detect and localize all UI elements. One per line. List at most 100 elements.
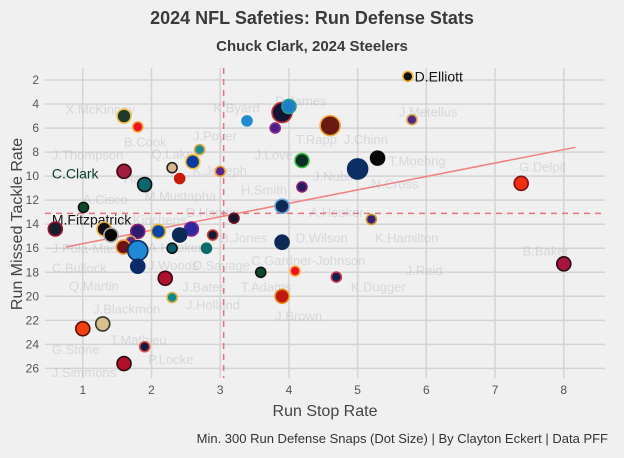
x-tick-label: 1 <box>79 383 86 397</box>
y-tick-label: 20 <box>26 289 40 303</box>
data-point <box>274 198 290 214</box>
data-point <box>94 316 111 332</box>
data-point <box>131 121 144 133</box>
point-label: B.Jones <box>220 230 267 245</box>
x-tick-label: 8 <box>560 383 567 397</box>
reference-lines <box>45 68 605 378</box>
data-point <box>150 223 167 240</box>
data-point <box>513 175 529 192</box>
y-tick-label: 10 <box>26 169 40 183</box>
data-point <box>166 161 178 174</box>
data-point <box>47 221 64 237</box>
data-point <box>406 113 418 126</box>
point-label: J.Blackmon <box>93 301 160 316</box>
point-label: C.Bullock <box>52 260 107 275</box>
point-label: J.Poyer <box>193 128 238 143</box>
data-point <box>555 256 572 272</box>
trend-line <box>65 146 576 248</box>
y-axis-label: Run Missed Tackle Rate <box>9 138 26 310</box>
data-point <box>241 115 253 127</box>
data-point <box>365 213 378 226</box>
point-label: T.Mathieu <box>110 333 166 348</box>
y-tick-label: 22 <box>26 313 40 327</box>
caption: Min. 300 Run Defense Snaps (Dot Size) | … <box>197 431 608 446</box>
point-label: J.Love <box>255 148 293 163</box>
data-point <box>401 70 414 83</box>
data-point <box>346 158 369 180</box>
data-point <box>173 172 186 185</box>
point-label: M.Fitzpatrick <box>52 211 132 227</box>
point-label: J.Chinn <box>344 132 388 147</box>
point-label: J.Pola-Mao <box>52 241 118 256</box>
data-point <box>206 229 219 241</box>
chart-title: 2024 NFL Safeties: Run Defense Stats <box>150 8 474 28</box>
point-label: D.Elliott <box>415 68 463 84</box>
data-point <box>171 227 188 243</box>
y-tick-label: 14 <box>26 217 40 231</box>
data-point <box>319 114 341 137</box>
point-label: M.Mustapha <box>145 188 217 203</box>
data-point <box>193 143 206 156</box>
point-label: J.Bates <box>182 280 226 295</box>
points <box>47 70 572 372</box>
x-tick-label: 7 <box>492 383 499 397</box>
point-label: B.Baker <box>523 244 570 259</box>
y-tick-label: 16 <box>26 241 40 255</box>
point-label: H.Smith <box>241 182 287 197</box>
data-point <box>116 108 132 124</box>
data-point <box>269 122 281 134</box>
x-axis-label: Run Stop Rate <box>273 403 378 420</box>
data-point <box>214 165 227 178</box>
point-label: N.Cross <box>371 176 418 191</box>
y-tick-label: 26 <box>26 361 40 375</box>
data-point <box>274 288 290 305</box>
data-point <box>157 270 174 287</box>
data-point <box>129 258 146 275</box>
x-tick-label: 3 <box>217 383 224 397</box>
y-tick-label: 8 <box>32 145 39 159</box>
point-label: G.Stone <box>52 342 100 357</box>
y-tick-label: 18 <box>26 265 40 279</box>
point-label: K.Dugger <box>351 280 407 295</box>
data-point <box>228 212 240 224</box>
data-point <box>296 181 308 193</box>
point-label: J.Reid <box>406 263 443 278</box>
point-label: J.Holland <box>186 298 240 313</box>
point-label: J.Nubin <box>313 169 357 184</box>
data-point <box>116 163 132 180</box>
data-point <box>294 152 310 169</box>
y-tick-label: 2 <box>32 73 39 87</box>
data-point <box>103 227 119 243</box>
point-label: P.Locke <box>148 352 193 367</box>
data-point <box>74 320 91 337</box>
data-point <box>126 239 149 262</box>
x-tick-label: 6 <box>423 383 430 397</box>
point-label: J.Simmons <box>52 365 117 380</box>
x-tick-label: 2 <box>148 383 155 397</box>
y-tick-label: 4 <box>32 97 39 111</box>
point-label: J.Thompson <box>52 148 124 163</box>
data-point <box>129 223 146 240</box>
data-point <box>116 355 132 372</box>
data-point <box>289 265 301 277</box>
data-point <box>138 340 151 353</box>
point-label: G.Delpit <box>519 160 566 175</box>
point-label: T.Moehrig <box>389 154 446 169</box>
point-label: J.Woods <box>148 258 199 273</box>
point-label: K.Hamilton <box>375 230 439 245</box>
point-label: D.Wilson <box>296 230 348 245</box>
data-point <box>254 266 267 279</box>
data-point <box>369 150 386 166</box>
data-point <box>166 291 178 304</box>
point-labels: D.ElliottC.ClarkM.FitzpatrickX.McKinneyB… <box>52 68 570 380</box>
point-label: A.Cisco <box>83 192 128 207</box>
data-point <box>274 234 290 251</box>
point-label: C.Clark <box>52 166 100 182</box>
x-tick-label: 5 <box>354 383 361 397</box>
point-label: K.Kinchens <box>121 212 187 227</box>
chart-subtitle: Chuck Clark, 2024 Steelers <box>216 38 408 55</box>
data-point <box>136 176 153 193</box>
y-tick-label: 12 <box>26 193 40 207</box>
